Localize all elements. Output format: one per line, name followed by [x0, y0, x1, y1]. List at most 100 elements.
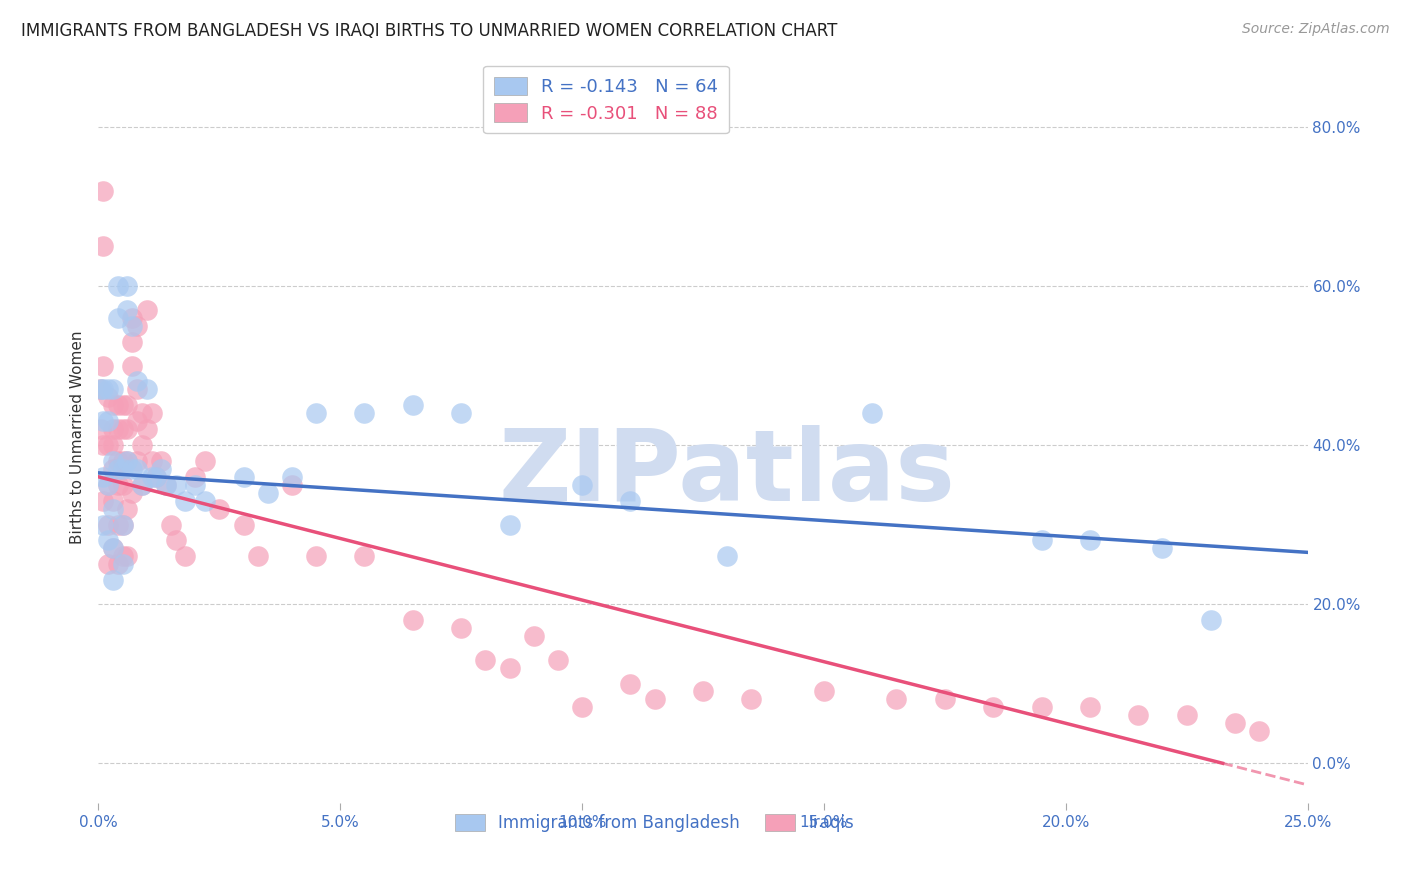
Point — [232, 517, 254, 532]
Point — [174, 549, 197, 564]
Point — [97, 558, 120, 572]
Point — [111, 477, 134, 491]
Point — [165, 533, 187, 548]
Point — [91, 383, 114, 397]
Point — [101, 462, 124, 476]
Point — [121, 318, 143, 333]
Point — [97, 383, 120, 397]
Point — [450, 621, 472, 635]
Point — [101, 422, 124, 436]
Point — [184, 470, 207, 484]
Point — [89, 383, 111, 397]
Point — [1249, 724, 1271, 739]
Point — [150, 462, 173, 476]
Point — [474, 653, 496, 667]
Point — [194, 454, 217, 468]
Point — [145, 470, 167, 484]
Point — [107, 477, 129, 491]
Point — [1175, 708, 1198, 723]
Point — [1031, 533, 1053, 548]
Point — [1152, 541, 1174, 556]
Text: ZIPatlas: ZIPatlas — [499, 425, 956, 522]
Point — [97, 517, 120, 532]
Point — [1128, 708, 1150, 723]
Point — [101, 454, 124, 468]
Point — [716, 549, 738, 564]
Point — [90, 383, 112, 397]
Point — [256, 485, 278, 500]
Point — [692, 684, 714, 698]
Point — [131, 477, 153, 491]
Point — [91, 438, 114, 452]
Point — [117, 279, 139, 293]
Point — [107, 517, 129, 532]
Point — [135, 422, 157, 436]
Point — [101, 438, 124, 452]
Point — [121, 334, 143, 349]
Point — [155, 477, 177, 491]
Point — [107, 279, 129, 293]
Point — [127, 462, 149, 476]
Point — [107, 462, 129, 476]
Point — [97, 414, 120, 428]
Point — [160, 517, 183, 532]
Point — [117, 454, 139, 468]
Point — [547, 653, 569, 667]
Point — [498, 660, 520, 674]
Point — [353, 549, 375, 564]
Point — [141, 454, 163, 468]
Point — [107, 310, 129, 325]
Point — [101, 541, 124, 556]
Point — [91, 239, 114, 253]
Point — [101, 493, 124, 508]
Point — [111, 422, 134, 436]
Point — [91, 359, 114, 373]
Point — [450, 406, 472, 420]
Point — [111, 462, 134, 476]
Point — [101, 573, 124, 587]
Point — [117, 398, 139, 412]
Point — [281, 477, 304, 491]
Point — [107, 422, 129, 436]
Point — [1078, 533, 1101, 548]
Point — [402, 613, 425, 627]
Point — [1078, 700, 1101, 714]
Point — [111, 549, 134, 564]
Point — [886, 692, 908, 706]
Point — [155, 477, 177, 491]
Point — [131, 477, 153, 491]
Point — [194, 493, 217, 508]
Point — [981, 700, 1004, 714]
Point — [305, 406, 328, 420]
Point — [111, 558, 134, 572]
Point — [91, 184, 114, 198]
Text: Source: ZipAtlas.com: Source: ZipAtlas.com — [1241, 22, 1389, 37]
Point — [934, 692, 956, 706]
Point — [101, 541, 124, 556]
Y-axis label: Births to Unmarried Women: Births to Unmarried Women — [70, 330, 86, 544]
Point — [1199, 613, 1222, 627]
Point — [619, 676, 641, 690]
Point — [111, 517, 134, 532]
Point — [91, 493, 114, 508]
Point — [107, 454, 129, 468]
Point — [127, 454, 149, 468]
Point — [281, 470, 304, 484]
Point — [860, 406, 883, 420]
Point — [97, 390, 120, 404]
Text: IMMIGRANTS FROM BANGLADESH VS IRAQI BIRTHS TO UNMARRIED WOMEN CORRELATION CHART: IMMIGRANTS FROM BANGLADESH VS IRAQI BIRT… — [21, 22, 838, 40]
Point — [127, 383, 149, 397]
Point — [141, 406, 163, 420]
Point — [402, 398, 425, 412]
Point — [127, 414, 149, 428]
Point — [145, 470, 167, 484]
Point — [121, 359, 143, 373]
Point — [135, 302, 157, 317]
Point — [208, 501, 231, 516]
Point — [498, 517, 520, 532]
Point — [117, 454, 139, 468]
Point — [184, 477, 207, 491]
Point — [619, 493, 641, 508]
Point — [232, 470, 254, 484]
Point — [91, 414, 114, 428]
